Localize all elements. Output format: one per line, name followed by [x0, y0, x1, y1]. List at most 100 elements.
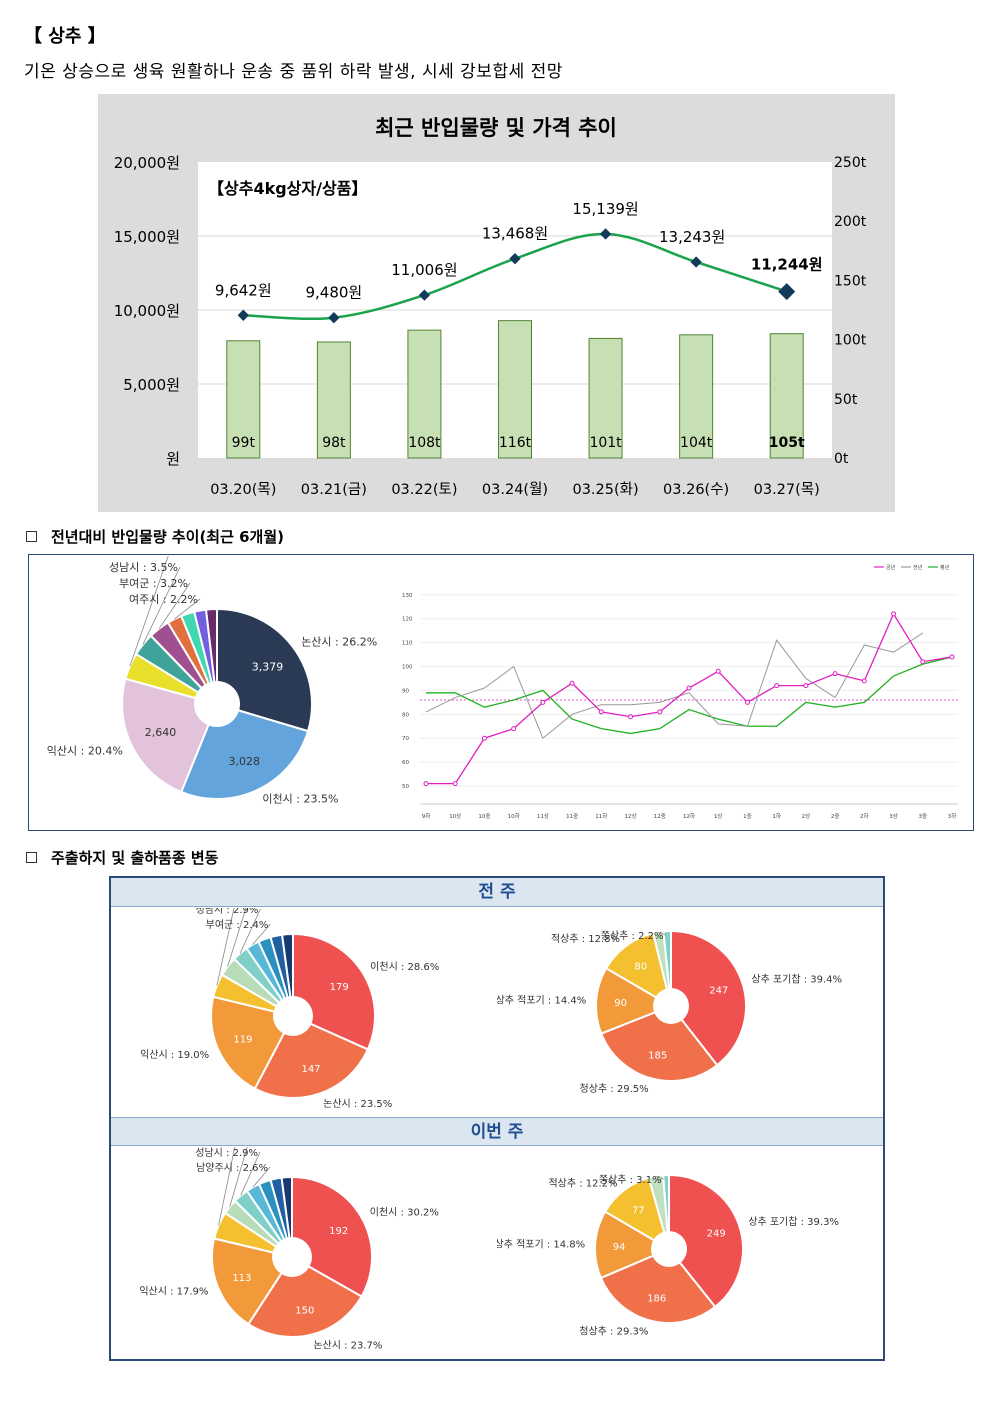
- volume-bar-label: 108t: [408, 435, 441, 451]
- pie-category-label: 익산시 : 19.0%: [140, 1049, 209, 1061]
- pie-value-label: 247: [709, 986, 728, 997]
- pie-center-hole: [653, 988, 689, 1024]
- x-axis-tick: 11하: [595, 812, 607, 820]
- pie-leader-line: [252, 1166, 271, 1188]
- pie-category-label: 상추 적포기 : 14.8%: [497, 1239, 585, 1251]
- pie-category-label: 청상추 : 29.5%: [580, 1083, 649, 1095]
- pie-category-label: 익산시 : 17.9%: [139, 1285, 208, 1297]
- pie-slice: [280, 932, 294, 1017]
- price-point: [778, 283, 796, 301]
- pie-slice: [204, 607, 218, 705]
- series-point: [598, 709, 604, 715]
- y-axis-tick: 120: [402, 617, 413, 623]
- pie-leader-line: [252, 923, 271, 945]
- y-axis-tick: 50: [402, 784, 409, 790]
- price-label: 11,006원: [391, 261, 457, 279]
- series-point: [452, 781, 458, 787]
- pie-slice: [670, 929, 747, 1067]
- checkbox-icon: [26, 531, 37, 542]
- pie-value-label: 192: [329, 1226, 348, 1237]
- legend-label: 전년: [913, 564, 923, 571]
- series-point: [832, 671, 838, 677]
- pie-value-label: 179: [330, 982, 349, 993]
- right-axis-tick: 50t: [834, 392, 858, 408]
- pie-category-label: 상추 적포기 : 14.4%: [497, 995, 586, 1007]
- series-point: [949, 654, 955, 660]
- x-axis-tick: 11중: [566, 813, 578, 820]
- checkbox-icon: [26, 852, 37, 863]
- pie-value-label: 147: [301, 1064, 320, 1075]
- series-point: [481, 735, 487, 741]
- x-axis-tick: 9하: [422, 812, 431, 820]
- x-axis-tick: 12중: [654, 813, 666, 820]
- left-axis-tick: 10,000원: [114, 302, 180, 320]
- pie-slice: [247, 1255, 363, 1338]
- right-axis-tick: 250t: [834, 155, 867, 171]
- pie-category-label: 포천시 : 4.0%: [99, 556, 168, 558]
- volume-bar-label: 99t: [232, 435, 256, 451]
- pie-category-label: 쫑상추 : 3.1%: [599, 1174, 662, 1186]
- x-axis-tick: 1상: [714, 812, 723, 820]
- x-axis-tick: 11상: [537, 812, 549, 820]
- x-axis-tick: 03.27(목): [754, 482, 820, 498]
- right-axis-tick: 150t: [834, 273, 867, 289]
- right-axis-tick: 0t: [834, 451, 849, 467]
- x-axis-tick: 3중: [918, 813, 927, 820]
- pie-slice: [604, 931, 673, 1009]
- series-point: [423, 781, 429, 787]
- section-2-title: 전년대비 반입물량 추이(최근 6개월): [26, 526, 284, 547]
- volume-bar-label: 116t: [499, 435, 532, 451]
- this-week-header: 이번 주: [111, 1117, 883, 1146]
- y-axis-tick: 100: [402, 665, 413, 671]
- prev-week-header: 전 주: [111, 878, 883, 907]
- x-axis-tick: 03.22(토): [391, 482, 457, 498]
- pie-value-label: 185: [648, 1051, 667, 1062]
- pie-category-label: 논산시 : 23.5%: [323, 1098, 392, 1110]
- pie-center-hole: [194, 681, 240, 727]
- pie-slice: [211, 1237, 294, 1326]
- volume-bar-label: 101t: [589, 435, 622, 451]
- y-axis-tick: 130: [402, 593, 413, 599]
- pie-leader-line: [218, 1147, 236, 1226]
- volume-bar: [679, 334, 714, 459]
- pie-leader-line: [240, 1151, 261, 1196]
- price-label: 15,139원: [572, 200, 638, 218]
- price-label: 9,642원: [215, 281, 272, 299]
- x-axis-tick: 2중: [831, 813, 840, 820]
- section-3-frame: [109, 876, 885, 1361]
- price-label: 13,468원: [482, 225, 548, 243]
- volume-bar: [316, 341, 351, 459]
- pie-center-hole: [651, 1231, 687, 1267]
- this-week-variety-pie: 249 186 94 77 상추 포기찹 : 39.3% 청상추 : 29.3% 상추 적포…: [497, 1173, 839, 1337]
- series-point: [628, 714, 634, 720]
- pie-value-label: 113: [232, 1273, 251, 1284]
- y-axis-tick: 90: [402, 688, 409, 694]
- x-axis-tick: 3하: [948, 812, 957, 820]
- price-point: [237, 309, 249, 321]
- section-3-title: 주출하지 및 출하품종 변동: [26, 847, 218, 868]
- pie-value-label: 249: [707, 1228, 726, 1239]
- x-axis-tick: 03.20(목): [210, 482, 276, 498]
- x-axis-tick: 3상: [889, 812, 898, 820]
- pie-slice: [292, 932, 376, 1051]
- pie-category-label: 이천시 : 28.6%: [370, 961, 439, 973]
- x-axis-tick: 03.26(수): [663, 481, 729, 498]
- pie-slice: [291, 1175, 373, 1298]
- pie-leader-line: [158, 582, 191, 629]
- pie-value-label: 119: [233, 1035, 252, 1046]
- legend-label: 금년: [886, 564, 896, 571]
- this-week-region-pie: 192 150 113 이천시 : 30.2% 논산시 : 23.7% 익산시 : 17.…: [139, 1147, 439, 1351]
- pie-category-label: 쫑상추 : 2.2%: [601, 930, 664, 942]
- series-point: [511, 726, 517, 732]
- page-title: 【 상추 】: [24, 26, 106, 47]
- series-point: [774, 683, 780, 689]
- pie-slice: [179, 702, 310, 800]
- pie-slice: [121, 677, 219, 794]
- pie-slice: [210, 995, 295, 1090]
- pie-value-label: 80: [634, 962, 647, 973]
- y-axis-tick: 70: [402, 736, 409, 742]
- series-point: [861, 678, 867, 684]
- series-point: [891, 611, 897, 617]
- price-label: 9,480원: [305, 284, 362, 302]
- price-volume-chart: 최근 반입물량 및 가격 추이 【상추4kg상자/상품】 99t 98t 108t 1…: [98, 94, 895, 512]
